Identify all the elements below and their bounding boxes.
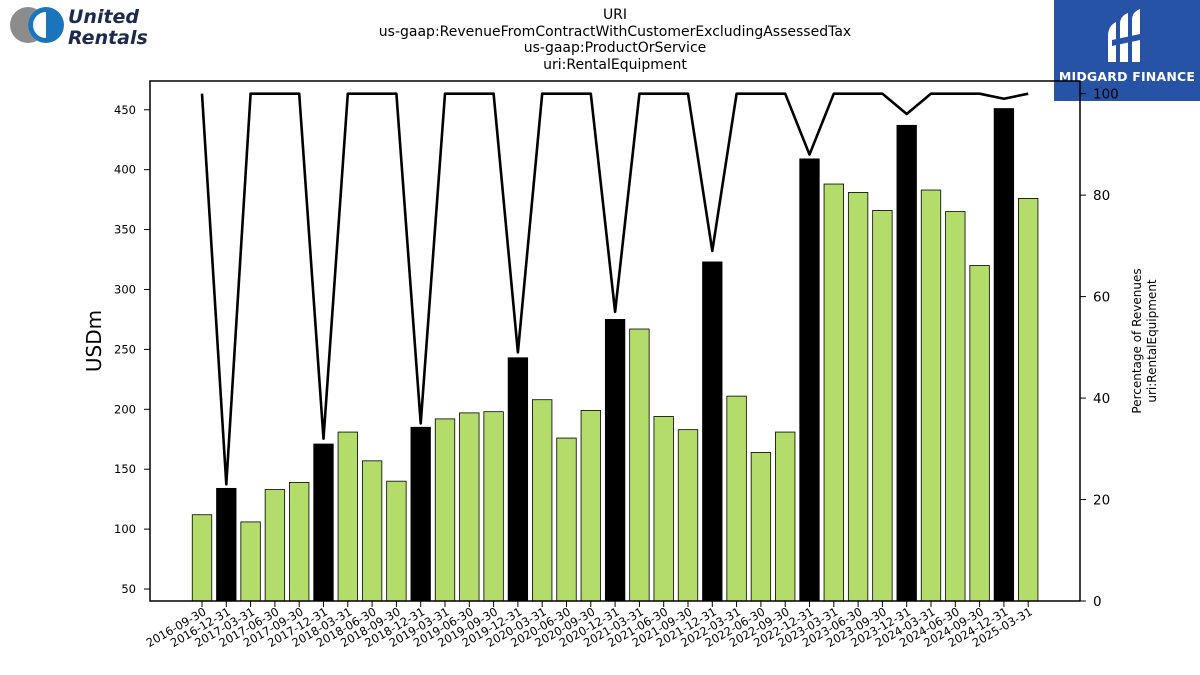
bar-2018-06-30 [361,460,383,602]
bar-2024-09-30 [969,265,990,602]
bar-2023-06-30 [847,192,869,602]
bar-2016-12-31 [216,487,237,602]
y2-tick-label-40: 40 [1093,391,1110,407]
y-tick-label-50: 50 [121,582,136,596]
bar-2019-09-30 [483,411,504,602]
bar-2022-03-31 [726,395,747,602]
y-tick-label-300: 300 [114,282,136,296]
logo-right-text: MIDGARD FINANCE [1058,69,1196,84]
y-axis-right: 0 20 40 60 80 100 [1080,87,1119,610]
title-line-2: us-gaap:RevenueFromContractWithCustomerE… [378,23,852,40]
y-axis-label: USDm [82,310,106,372]
bar-2019-06-30 [459,412,480,602]
title-line-4: uri:RentalEquipment [543,56,687,73]
y-tick-label-250: 250 [114,342,136,356]
y2-tick-label-80: 80 [1093,188,1110,204]
bar-2021-09-30 [677,429,699,602]
chart-title: URI us-gaap:RevenueFromContractWithCusto… [300,7,930,73]
y-tick-label-350: 350 [114,223,136,237]
bar-2023-12-31 [896,124,917,602]
logo-left-line1: United [68,6,139,28]
y-tick-label-450: 450 [114,103,136,117]
bar-2021-06-30 [653,416,674,602]
y-axis-left: 50 100 150 200 250 300 350 400 450 [114,103,150,596]
bar-2021-03-31 [629,328,650,602]
y2-tick-label-0: 0 [1093,594,1102,610]
bar-2018-12-31 [410,426,431,602]
bar-2017-12-31 [313,443,334,602]
y2-axis-label-line1: Percentage of Revenues [1130,268,1144,413]
bar-2025-03-31 [1018,198,1039,602]
bar-2024-06-30 [945,211,966,602]
bar-2018-09-30 [386,480,407,602]
y-tick-label-150: 150 [114,462,136,476]
bar-2020-09-30 [580,410,601,602]
bar-2022-12-31 [799,158,820,602]
bar-2023-03-31 [823,183,844,602]
y-tick-label-200: 200 [114,402,136,416]
y-tick-label-400: 400 [114,163,136,177]
bar-2020-12-31 [604,319,626,602]
y2-tick-label-100: 100 [1093,87,1119,103]
logo-left-line2: Rentals [68,27,148,49]
title-line-3: us-gaap:ProductOrService [523,40,707,56]
x-axis: 2016-09-302016-12-312017-03-312017-06-30… [144,601,1035,650]
y2-tick-label-20: 20 [1093,493,1110,509]
bar-2016-09-30 [191,514,213,602]
y2-axis-label-line2: uri:RentalEquipment [1145,279,1159,403]
bar-2017-09-30 [289,481,310,602]
bar-2020-03-31 [532,399,553,602]
united-rentals-logo: United Rentals [6,5,166,49]
y-tick-label-100: 100 [114,522,136,536]
bar-2022-09-30 [775,431,796,602]
midgard-finance-logo: MIDGARD FINANCE [1054,0,1200,101]
bar-2024-12-31 [993,108,1015,602]
bar-2017-03-31 [240,521,261,602]
bar-2022-06-30 [750,452,772,602]
bars-group [191,108,1039,602]
midgard-mark-icon [1108,9,1140,62]
bar-2021-12-31 [702,261,723,602]
bar-2020-06-30 [556,437,577,602]
bar-2024-03-31 [920,189,942,602]
percentage-line [200,92,1029,486]
title-line-1: URI [602,7,628,23]
y2-tick-label-60: 60 [1093,290,1110,306]
bar-2019-03-31 [434,418,456,602]
bar-2017-06-30 [264,489,286,602]
bar-2019-12-31 [507,357,529,602]
line-group [200,92,1029,486]
united-rentals-mark-icon: United Rentals [10,6,148,49]
bar-2023-09-30 [872,209,893,602]
bar-2018-03-31 [337,431,358,602]
